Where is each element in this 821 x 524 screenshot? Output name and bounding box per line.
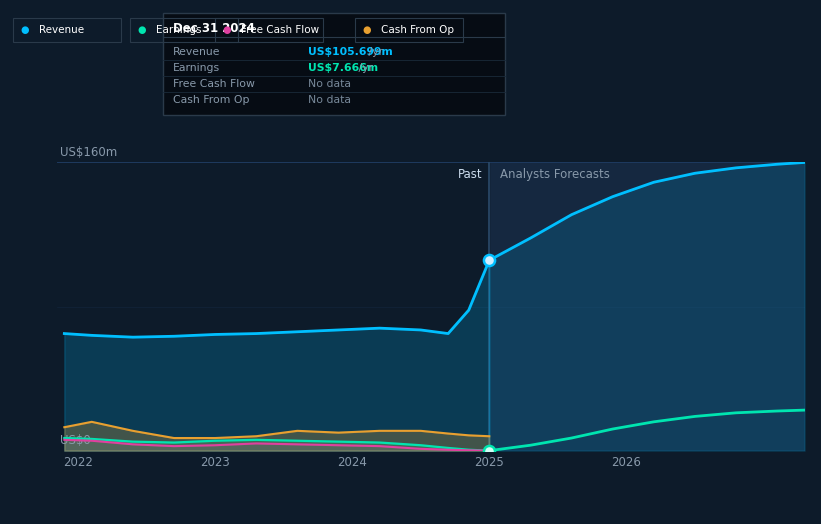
Text: Analysts Forecasts: Analysts Forecasts xyxy=(500,168,610,181)
Text: US$0: US$0 xyxy=(60,434,91,447)
Text: ●: ● xyxy=(222,25,232,35)
Text: ●: ● xyxy=(138,25,146,35)
Text: US$105.699m: US$105.699m xyxy=(308,47,392,57)
Text: Dec 31 2024: Dec 31 2024 xyxy=(173,21,255,35)
Text: Revenue: Revenue xyxy=(39,25,84,35)
Bar xyxy=(57,162,489,451)
Text: /yr: /yr xyxy=(365,47,383,57)
Text: No data: No data xyxy=(308,79,351,89)
Text: US$160m: US$160m xyxy=(60,146,117,159)
Text: US$7.666m: US$7.666m xyxy=(308,63,378,73)
Text: /yr: /yr xyxy=(355,63,373,73)
Text: Past: Past xyxy=(458,168,483,181)
Text: Earnings: Earnings xyxy=(173,63,220,73)
Text: ●: ● xyxy=(21,25,30,35)
Bar xyxy=(489,162,805,451)
Text: ●: ● xyxy=(363,25,371,35)
Text: Revenue: Revenue xyxy=(173,47,221,57)
Text: Earnings: Earnings xyxy=(156,25,201,35)
Text: Free Cash Flow: Free Cash Flow xyxy=(173,79,255,89)
Text: Cash From Op: Cash From Op xyxy=(381,25,454,35)
Text: Cash From Op: Cash From Op xyxy=(173,95,250,105)
Text: No data: No data xyxy=(308,95,351,105)
Text: Free Cash Flow: Free Cash Flow xyxy=(241,25,319,35)
